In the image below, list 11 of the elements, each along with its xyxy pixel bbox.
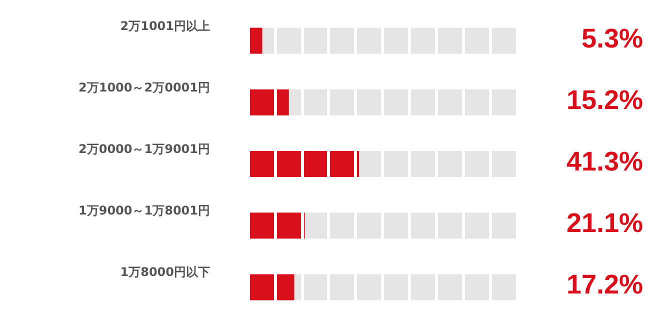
y-tick-label: 2万1000～2万0001円	[78, 80, 210, 94]
data-label: 5.3%	[581, 23, 644, 54]
y-tick-label: 1万9000～1万8001円	[78, 204, 210, 218]
data-label: 15.2%	[566, 84, 644, 115]
data-label: 41.3%	[566, 146, 644, 176]
data-label: 17.2%	[566, 270, 644, 300]
y-tick-label: 1万8000円以下	[120, 265, 210, 280]
y-tick-label: 2万1001円以上	[120, 18, 210, 33]
bar	[248, 274, 294, 300]
data-label: 21.1%	[566, 208, 644, 238]
y-tick-label: 2万0000～1万9001円	[78, 142, 210, 156]
